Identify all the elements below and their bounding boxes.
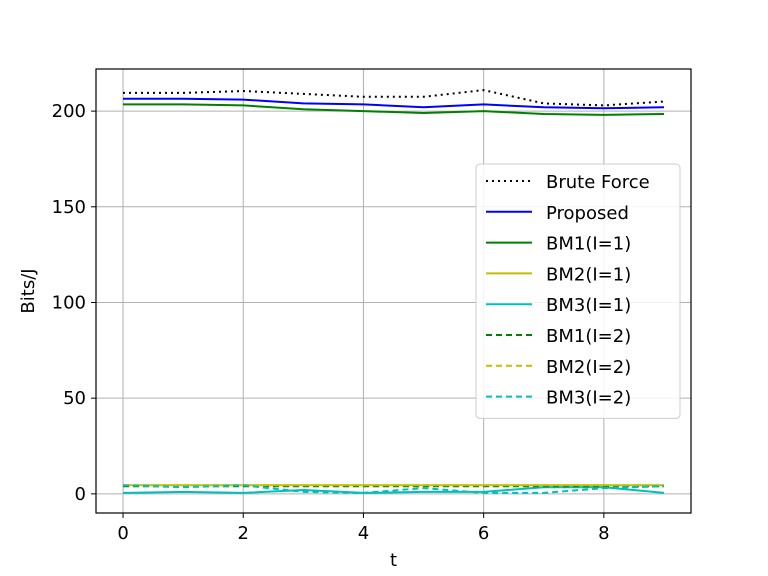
legend-entry-label: BM2(I=1) (546, 264, 631, 285)
legend-box (475, 163, 681, 419)
y-tick-label: 100 (52, 292, 86, 313)
y-tick-label: 150 (52, 197, 86, 218)
series-line-3 (123, 103, 665, 116)
legend-entry-label: Proposed (546, 203, 629, 224)
plot-area-frame (95, 68, 692, 514)
y-tick-label: 200 (52, 101, 86, 122)
x-tick-label: 4 (358, 523, 369, 544)
legend: Brute Force Proposed BM1(I=1) BM2(I=1) BM3(I… (475, 163, 681, 419)
x-axis-label: t (390, 550, 397, 571)
legend-entry-label: BM3(I=1) (546, 295, 631, 316)
axis-ticks: 0 2 4 6 8 0 50 100 150 200 (52, 101, 610, 544)
series-line-8 (122, 484, 665, 494)
y-tick-label: 50 (63, 388, 86, 409)
series-line-2 (123, 97, 665, 110)
series-lines (122, 89, 665, 494)
legend-entry-label: BM2(I=2) (546, 357, 631, 378)
x-tick-label: 2 (238, 523, 249, 544)
x-tick-label: 8 (598, 523, 609, 544)
y-axis-label: Bits/J (18, 268, 39, 313)
x-tick-label: 6 (478, 523, 489, 544)
legend-entry-label: BM3(I=2) (546, 388, 631, 409)
legend-entry-label: Brute Force (546, 172, 650, 193)
legend-entry-label: BM1(I=1) (546, 234, 631, 255)
x-tick-label: 0 (117, 523, 128, 544)
y-tick-label: 0 (75, 484, 86, 505)
series-line-1 (123, 89, 665, 107)
legend-entry-label: BM1(I=2) (546, 326, 631, 347)
